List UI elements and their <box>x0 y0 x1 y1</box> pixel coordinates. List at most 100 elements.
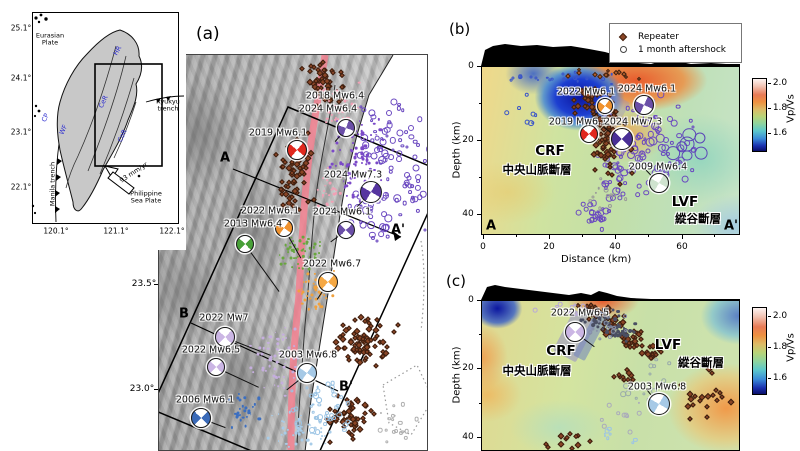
seismicity-dot <box>304 250 307 253</box>
seismicity-dot <box>282 365 286 369</box>
aftershock-ring <box>616 411 620 415</box>
aftershock-ring <box>589 209 596 216</box>
seismicity-dot <box>633 321 637 326</box>
seismicity-dot <box>262 347 266 350</box>
seismicity-dot <box>268 335 273 339</box>
seismicity-dot <box>287 346 291 350</box>
seismicity-dot <box>321 194 324 197</box>
seismicity-dot <box>378 128 383 132</box>
seismicity-dot <box>338 171 342 174</box>
seismicity-dot <box>283 262 287 265</box>
aftershock-ring <box>323 422 327 427</box>
focal-mechanism <box>191 408 211 428</box>
tick-mark <box>768 83 771 84</box>
seismicity-dot <box>295 422 297 425</box>
seismicity-dot <box>318 89 321 92</box>
seismicity-dot <box>305 280 308 284</box>
seismicity-dot <box>615 325 619 329</box>
aftershock-ring <box>358 220 363 224</box>
seismicity-dot <box>351 136 354 139</box>
aftershock-ring <box>642 392 646 396</box>
seismicity-dot <box>327 110 331 114</box>
seismicity-dot <box>345 194 348 197</box>
seismicity-dot <box>354 146 358 150</box>
aftershock-ring <box>316 385 320 389</box>
seismicity-dot <box>278 254 281 256</box>
seismicity-dot <box>326 204 329 207</box>
c-ytick: 20 <box>462 362 474 373</box>
seismicity-dot <box>281 256 285 260</box>
manila-trench-line <box>55 143 60 223</box>
seismicity-dot <box>303 298 307 302</box>
seismicity-dot <box>251 371 254 373</box>
seismicity-dot <box>294 365 297 368</box>
seismicity-dot <box>334 118 337 121</box>
repeater-diamond <box>624 74 629 80</box>
aftershock-ring <box>617 195 623 201</box>
repeater-diamond <box>587 438 593 444</box>
aftershock-ring <box>569 305 574 310</box>
seismicity-dot <box>282 376 286 379</box>
aftershock-ring <box>694 146 708 160</box>
seismicity-dot <box>326 108 329 111</box>
seismicity-dot <box>325 179 328 181</box>
seismicity-dot <box>314 304 318 309</box>
fault-label-lvf-cn: 縱谷斷層 <box>675 211 721 226</box>
seismicity-dot <box>617 322 620 325</box>
c-yaxis-label: Depth (km) <box>451 346 463 404</box>
aftershock-ring <box>681 176 689 183</box>
seismicity-dot <box>291 266 293 269</box>
seismicity-dot <box>295 257 297 260</box>
seismicity-dot <box>300 425 303 428</box>
aftershock-ring <box>604 435 607 438</box>
aftershock-ring <box>334 405 339 409</box>
offshore-islands <box>31 13 141 215</box>
seismicity-dot <box>626 333 630 337</box>
seismicity-dot <box>285 336 288 339</box>
seismicity-dot <box>291 370 295 374</box>
seismicity-dot <box>345 164 349 168</box>
seismicity-dot <box>314 307 317 310</box>
seismicity-dot <box>313 253 317 256</box>
seismicity-dot <box>374 201 377 204</box>
focal-mechanism <box>287 140 307 160</box>
aftershock-ring <box>641 140 647 145</box>
taiwan-outline <box>56 29 143 212</box>
inset-map: Eurasian Plate Ryukyu trench Manila trench… <box>8 6 186 250</box>
seismicity-dot <box>334 116 337 119</box>
inset-frame <box>32 12 179 224</box>
seismicity-dot <box>365 156 368 159</box>
seismicity-dot <box>354 152 358 156</box>
seismicity-dot <box>624 333 628 337</box>
aftershock-ring <box>651 122 660 130</box>
seismicity-dot <box>317 290 321 294</box>
seismicity-dot <box>300 249 304 252</box>
aftershock-ring <box>534 76 538 80</box>
aftershock-ring <box>577 75 581 79</box>
seismicity-dot <box>305 260 309 264</box>
aftershock-ring <box>293 406 299 412</box>
seismicity-dot <box>269 355 273 359</box>
velocity-arrow <box>103 165 135 195</box>
aftershock-ring <box>391 429 397 434</box>
aftershock-ring <box>347 204 352 209</box>
seismicity-dot <box>280 433 283 436</box>
aftershock-ring <box>400 402 405 407</box>
seismicity-dot <box>298 427 302 431</box>
seismicity-dot <box>233 413 236 416</box>
aftershock-ring <box>575 209 583 216</box>
seismicity-dot <box>603 316 607 320</box>
aftershock-ring <box>389 137 397 144</box>
aftershock-ring <box>622 313 627 318</box>
aftershock-ring <box>643 189 649 196</box>
seismicity-dot <box>334 165 337 168</box>
repeater-diamond <box>609 172 616 179</box>
section-endpoint-a: A <box>485 218 497 234</box>
aftershock-ring <box>634 154 641 162</box>
event-label: 2022 Mw6.1 <box>240 205 300 217</box>
seismicity-dot <box>251 405 254 408</box>
aftershock-ring <box>509 78 513 82</box>
seismicity-dot <box>244 424 248 428</box>
b-ytick: 0 <box>468 60 474 71</box>
seismicity-dot <box>349 149 354 153</box>
